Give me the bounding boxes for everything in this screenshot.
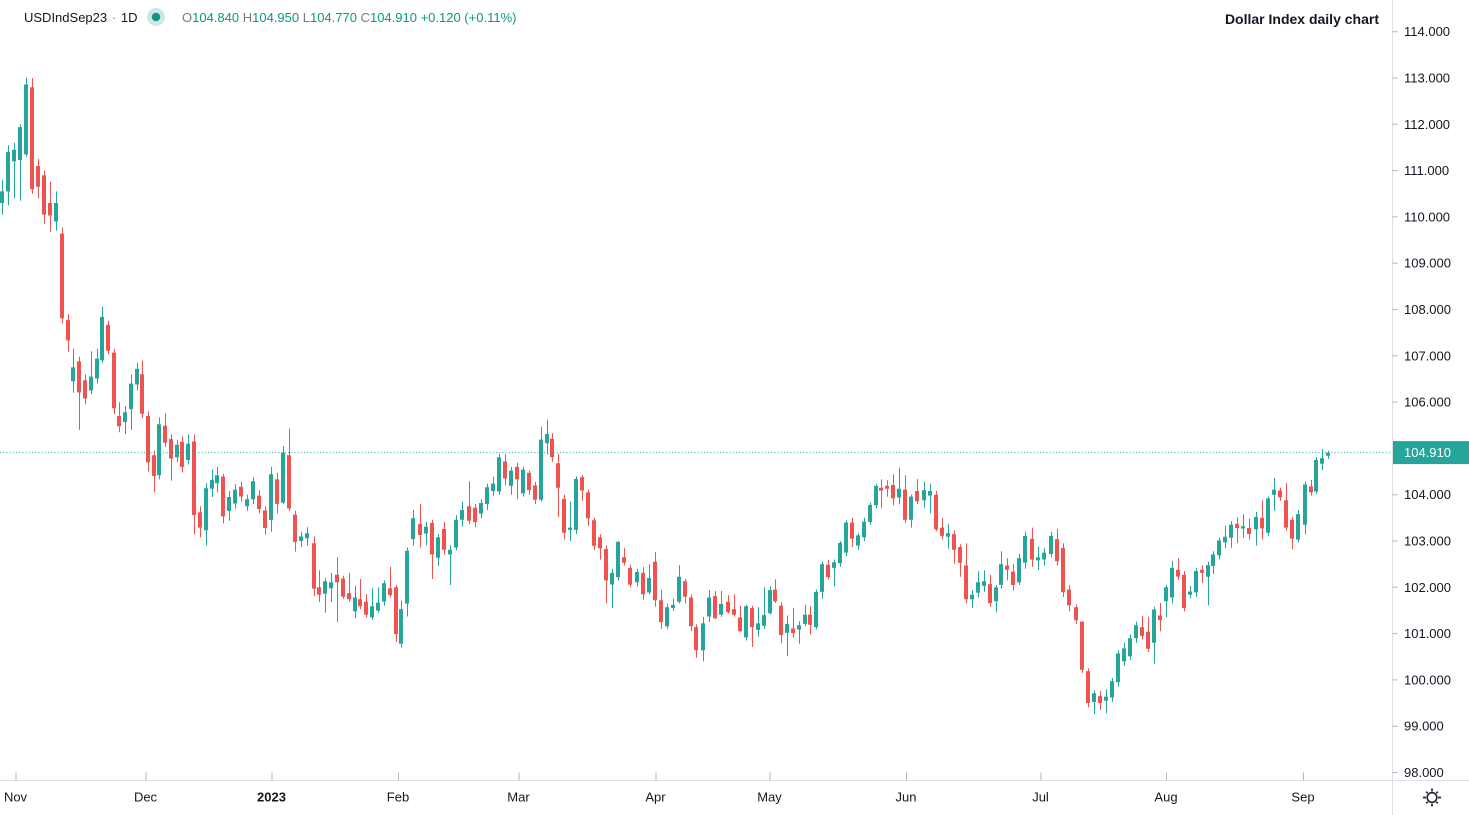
svg-text:106.000: 106.000 — [1404, 395, 1451, 410]
svg-text:110.000: 110.000 — [1404, 209, 1450, 224]
svg-text:Mar: Mar — [507, 790, 530, 805]
svg-text:104.910: 104.910 — [1404, 445, 1451, 460]
svg-text:Jul: Jul — [1032, 790, 1049, 805]
svg-text:101.000: 101.000 — [1404, 626, 1451, 641]
svg-text:114.000: 114.000 — [1404, 24, 1450, 39]
svg-text:Jun: Jun — [896, 790, 917, 805]
svg-text:Nov: Nov — [4, 790, 28, 805]
svg-text:May: May — [757, 790, 782, 805]
svg-text:107.000: 107.000 — [1404, 348, 1451, 363]
svg-text:Feb: Feb — [387, 790, 409, 805]
svg-text:Aug: Aug — [1154, 790, 1177, 805]
svg-text:Dec: Dec — [134, 790, 158, 805]
svg-text:112.000: 112.000 — [1404, 117, 1450, 132]
svg-text:100.000: 100.000 — [1404, 672, 1451, 687]
svg-text:Apr: Apr — [645, 790, 666, 805]
svg-text:103.000: 103.000 — [1404, 534, 1451, 549]
svg-text:102.000: 102.000 — [1404, 580, 1451, 595]
svg-text:109.000: 109.000 — [1404, 256, 1451, 271]
svg-text:111.000: 111.000 — [1404, 163, 1449, 178]
svg-text:108.000: 108.000 — [1404, 302, 1451, 317]
svg-text:98.000: 98.000 — [1404, 765, 1444, 780]
svg-text:99.000: 99.000 — [1404, 719, 1444, 734]
svg-text:USDIndSep23 · 1D: USDIndSep23 · 1D — [24, 10, 137, 25]
svg-text:O104.840 H104.950 L104.770 C10: O104.840 H104.950 L104.770 C104.910 +0.1… — [182, 10, 516, 25]
svg-text:104.000: 104.000 — [1404, 487, 1451, 502]
svg-text:113.000: 113.000 — [1404, 71, 1450, 86]
svg-text:Sep: Sep — [1291, 790, 1314, 805]
svg-text:Dollar Index daily chart: Dollar Index daily chart — [1225, 11, 1379, 27]
svg-text:2023: 2023 — [257, 790, 286, 805]
